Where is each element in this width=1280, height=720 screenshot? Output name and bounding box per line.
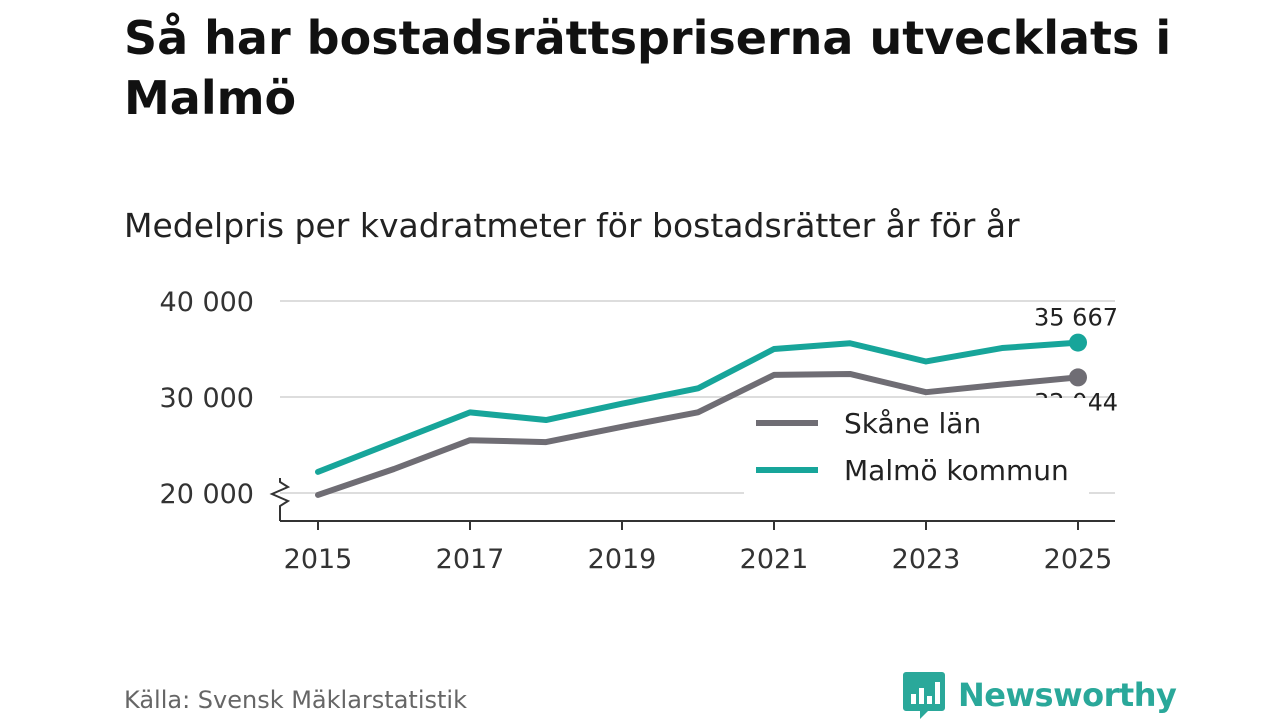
x-tick-label: 2017 bbox=[436, 544, 505, 575]
legend-background bbox=[744, 398, 1089, 494]
grid-lines: 20 000 30 000 40 000 bbox=[160, 287, 1115, 510]
y-tick-label: 40 000 bbox=[160, 287, 254, 318]
series-line-malmo bbox=[315, 339, 1081, 475]
end-label-malmo: 35 667 bbox=[1034, 304, 1118, 332]
x-tick-label: 2021 bbox=[740, 544, 809, 575]
x-tick-label: 2019 bbox=[588, 544, 657, 575]
brand-name: Newsworthy bbox=[958, 676, 1177, 714]
end-point-malmo bbox=[1069, 333, 1087, 352]
x-axis: 2015 2017 2019 2021 2023 2025 bbox=[269, 478, 1115, 575]
brand-logo: Newsworthy bbox=[902, 670, 1177, 720]
legend: Skåne län Malmö kommun bbox=[744, 398, 1089, 494]
legend-label-skane: Skåne län bbox=[844, 407, 981, 440]
chart-subtitle: Medelpris per kvadratmeter för bostadsrä… bbox=[124, 206, 1020, 245]
x-tick-label: 2015 bbox=[284, 544, 353, 575]
end-point-skane bbox=[1069, 368, 1087, 387]
series-line-skane bbox=[315, 370, 1081, 498]
source-note: Källa: Svensk Mäklarstatistik bbox=[124, 686, 467, 714]
x-tick-label: 2025 bbox=[1044, 544, 1113, 575]
newsworthy-logo-icon bbox=[903, 672, 945, 719]
x-tick-label: 2023 bbox=[892, 544, 961, 575]
axis-break bbox=[269, 478, 291, 521]
chart-title: Så har bostadsrättspriserna utvecklats i… bbox=[124, 11, 1172, 125]
y-tick-label: 20 000 bbox=[160, 479, 254, 510]
legend-label-malmo: Malmö kommun bbox=[844, 454, 1069, 487]
y-tick-label: 30 000 bbox=[160, 383, 254, 414]
series-lines bbox=[315, 333, 1087, 498]
